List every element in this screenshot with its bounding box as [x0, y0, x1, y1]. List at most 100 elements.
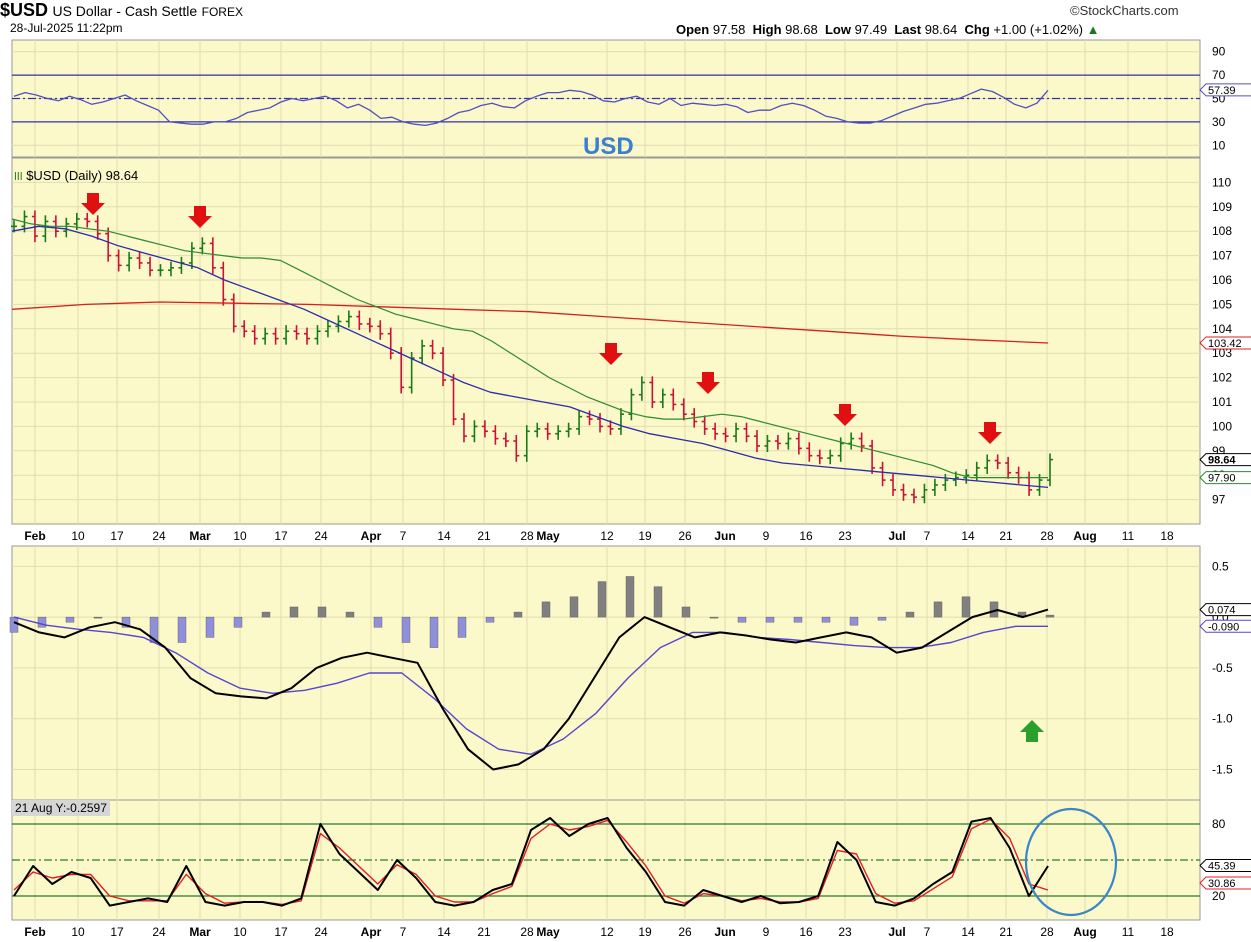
macd-histogram-bar: [765, 616, 775, 623]
open-value: 97.58: [712, 22, 746, 37]
x-tick-label: 7: [924, 925, 931, 939]
ohlc-readout: Open 97.58 High 98.68 Low 97.49 Last 98.…: [676, 22, 1100, 37]
x-tick-label: 21: [477, 529, 491, 543]
value-tag-label: 45.39: [1208, 861, 1236, 873]
x-tick-label: 17: [110, 925, 124, 939]
macd-histogram-bar: [681, 606, 691, 618]
x-tick-label: 17: [274, 529, 288, 543]
value-tag-label: 30.86: [1208, 878, 1236, 890]
macd-histogram-bar: [457, 616, 467, 638]
value-tag-label: 98.64: [1208, 455, 1236, 467]
up-triangle-icon: ▲: [1086, 22, 1100, 37]
x-tick-label: 7: [924, 529, 931, 543]
x-tick-label: Feb: [24, 925, 45, 939]
macd-histogram-bar: [625, 576, 635, 618]
y-tick-label: 105: [1212, 297, 1232, 311]
y-tick-label: 109: [1212, 200, 1232, 214]
down-arrow-icon: [599, 343, 623, 365]
macd-histogram-bar: [597, 581, 607, 618]
x-tick-label: Jun: [714, 925, 735, 939]
value-tag-label: -0.090: [1208, 621, 1239, 633]
macd-histogram-bar: [877, 616, 887, 621]
y-tick-label: 97: [1212, 493, 1226, 507]
y-tick-label: 100: [1212, 419, 1232, 433]
x-tick-label: Jul: [888, 529, 905, 543]
x-tick-label: 12: [600, 925, 614, 939]
x-tick-label: 24: [152, 529, 166, 543]
usd-annotation: USD: [583, 133, 634, 160]
macd-histogram-bar: [289, 606, 299, 618]
x-tick-label: Mar: [189, 925, 211, 939]
up-arrow-icon: [1020, 720, 1044, 742]
y-tick-label: 106: [1212, 273, 1232, 287]
chart-datetime: 28-Jul-2025 11:22pm: [10, 21, 123, 35]
y-tick-label: 10: [1212, 138, 1226, 152]
x-tick-label: 14: [961, 925, 975, 939]
x-tick-label: 21: [477, 925, 491, 939]
macd-signal-line: [13, 616, 1048, 755]
x-tick-label: 21: [999, 925, 1013, 939]
macd-histogram-bar: [121, 616, 131, 628]
symbol-name: US Dollar - Cash Settle: [52, 3, 198, 19]
stochastic-k-line: [13, 817, 1049, 907]
x-tick-label: Jul: [888, 925, 905, 939]
value-tag: [1199, 471, 1251, 485]
highlight-circle: [1024, 807, 1118, 917]
symbol-ticker: $USD: [0, 0, 49, 20]
macd-histogram-bar: [9, 616, 19, 633]
value-tag: [1199, 876, 1251, 890]
x-tick-label: 7: [400, 925, 407, 939]
value-tag-label: 0.074: [1208, 605, 1236, 617]
macd-histogram-bar: [485, 616, 495, 623]
macd-histogram-bar: [317, 606, 327, 618]
y-tick-label: 90: [1212, 45, 1226, 59]
x-tick-label: 23: [838, 529, 852, 543]
y-tick-label: -0.5: [1212, 661, 1233, 675]
macd-histogram-bar: [933, 601, 943, 618]
macd-histogram-bar: [1045, 614, 1055, 618]
x-tick-label: Aug: [1073, 925, 1096, 939]
value-tag-label: 103.42: [1208, 338, 1242, 350]
x-tick-label: May: [536, 529, 560, 543]
x-tick-label: 23: [838, 925, 852, 939]
x-tick-label: 24: [152, 925, 166, 939]
macd-histogram-bar: [233, 616, 243, 628]
value-tag: [1199, 453, 1251, 467]
macd-histogram-bar: [65, 616, 75, 623]
macd-histogram-bar: [401, 616, 411, 643]
value-tag-label: 97.90: [1208, 473, 1236, 485]
low-label: Low: [824, 22, 851, 37]
y-tick-label: 70: [1212, 68, 1226, 82]
macd-histogram-bar: [513, 611, 523, 618]
down-arrow-icon: [188, 206, 212, 228]
macd-histogram-bar: [709, 616, 719, 619]
x-tick-label: 16: [799, 925, 813, 939]
x-tick-label: Apr: [361, 529, 382, 543]
x-tick-label: 17: [274, 925, 288, 939]
y-tick-label: -1.5: [1212, 763, 1233, 777]
x-tick-label: 9: [763, 529, 770, 543]
price-legend: ǀǀǀ $USD (Daily) 98.64: [14, 168, 138, 183]
x-tick-label: 28: [1040, 925, 1054, 939]
macd-line: [13, 608, 1049, 771]
ma-fast-line: [11, 218, 1048, 479]
macd-histogram-bar: [261, 611, 271, 618]
y-tick-label: 80: [1212, 817, 1226, 831]
high-value: 98.68: [785, 22, 818, 37]
x-tick-label: 10: [71, 529, 85, 543]
x-tick-label: 11: [1122, 925, 1135, 939]
macd-histogram-bar: [793, 616, 803, 623]
stochastic-d-line: [13, 818, 1049, 906]
symbol-title: $USD US Dollar - Cash Settle FOREX: [0, 0, 243, 21]
ma-slow-line: [11, 301, 1049, 344]
x-tick-label: May: [536, 925, 560, 939]
x-tick-label: 10: [71, 925, 85, 939]
macd-histogram-bar: [429, 616, 439, 648]
macd-histogram-bar: [961, 596, 971, 618]
y-tick-label: 108: [1212, 224, 1232, 238]
last-label: Last: [894, 22, 922, 37]
x-tick-label: 24: [314, 529, 328, 543]
macd-histogram-bar: [653, 586, 663, 618]
x-tick-label: 14: [961, 529, 975, 543]
